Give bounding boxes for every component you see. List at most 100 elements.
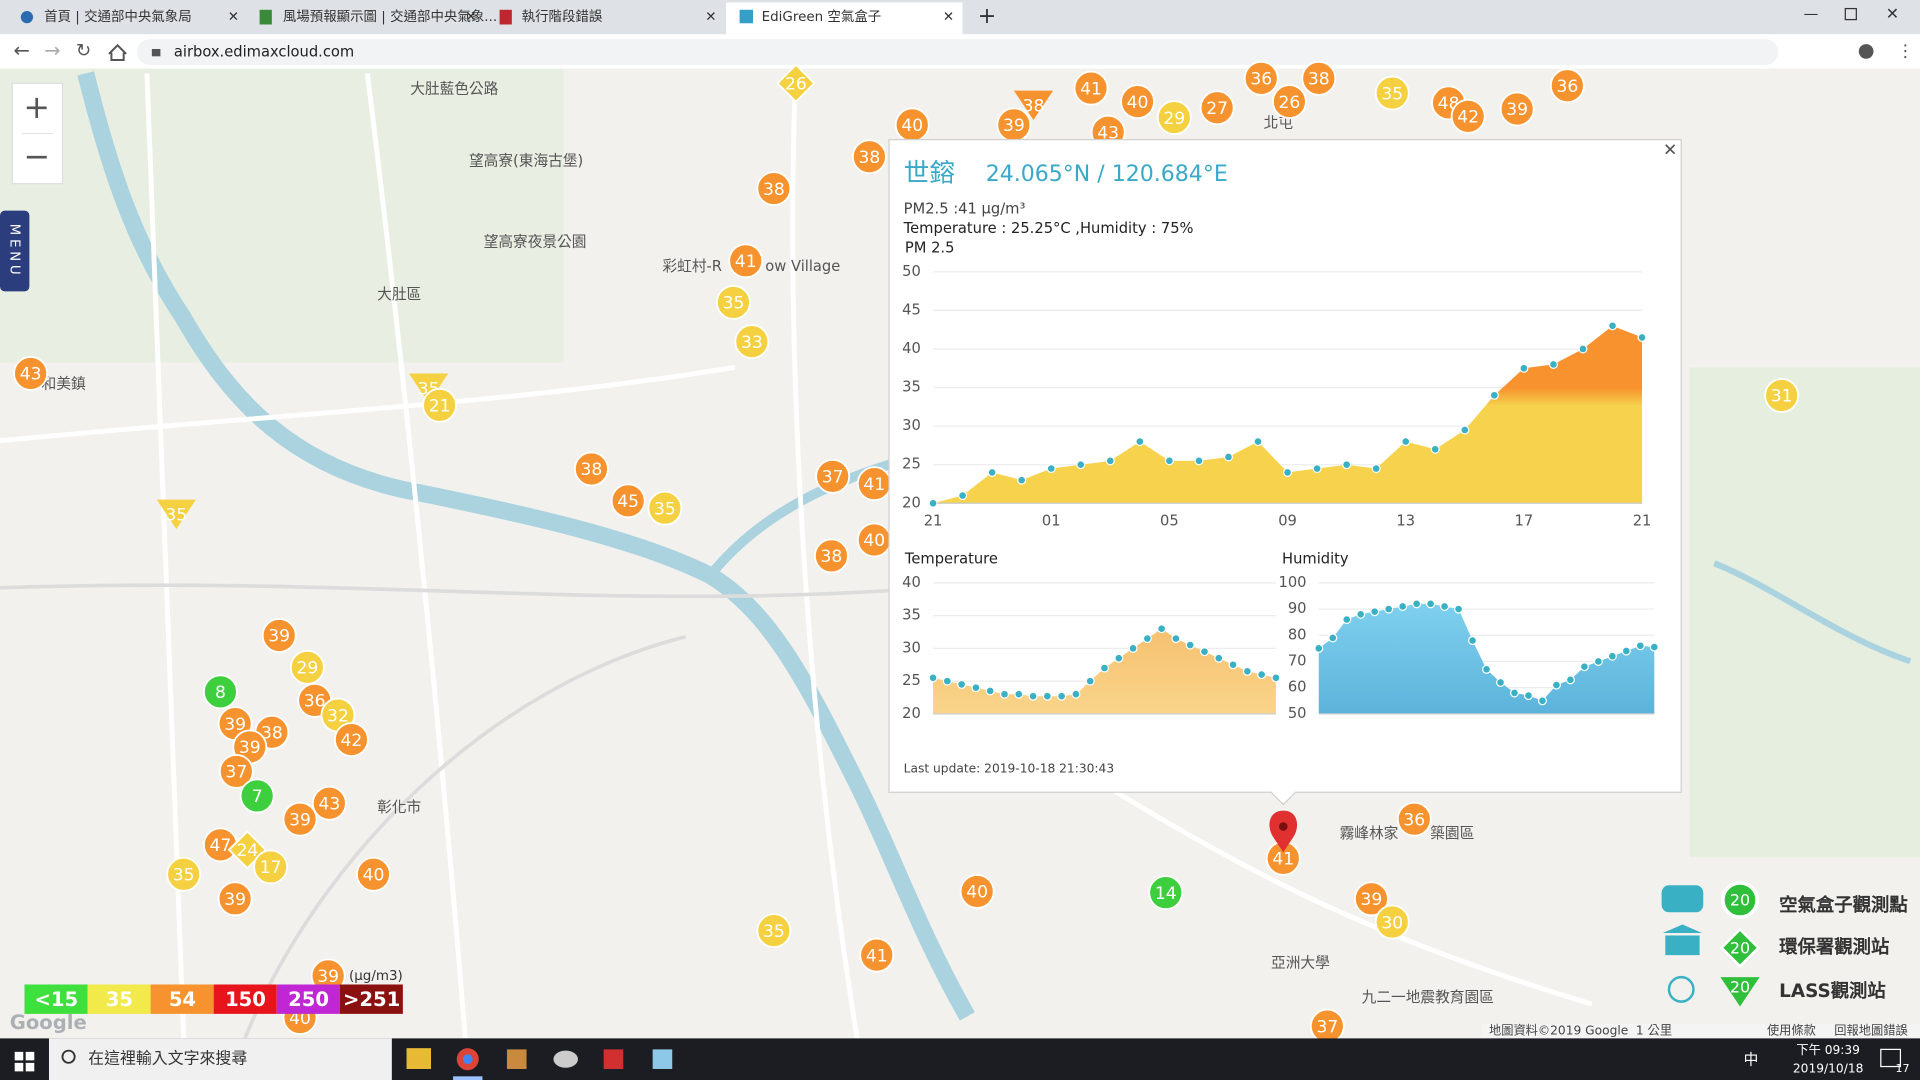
station-marker[interactable]: 29: [1156, 100, 1192, 135]
forward[interactable]: →: [44, 39, 60, 62]
station-marker[interactable]: 40: [856, 522, 892, 558]
tab-title[interactable]: 執行階段錯誤: [522, 8, 603, 25]
active-tab[interactable]: [726, 2, 963, 35]
station-marker[interactable]: 37: [1309, 1008, 1345, 1044]
station-marker[interactable]: 21: [422, 387, 458, 423]
ime-indicator[interactable]: 中: [1744, 1051, 1759, 1068]
station-marker[interactable]: 37: [815, 458, 851, 494]
selected-pin[interactable]: [1269, 810, 1298, 853]
zoom-out[interactable]: −: [23, 137, 50, 175]
station-marker[interactable]: 39: [261, 618, 297, 653]
legend-badge: 20: [1730, 978, 1750, 997]
station-marker[interactable]: 35: [156, 499, 196, 529]
station-marker[interactable]: 42: [333, 722, 369, 758]
new-tab[interactable]: +: [978, 4, 996, 29]
station-marker[interactable]: 39: [282, 801, 318, 837]
menu-button[interactable]: [0, 210, 30, 292]
station-marker[interactable]: 47: [202, 827, 238, 863]
url[interactable]: airbox.edimaxcloud.com: [174, 44, 354, 61]
station-marker[interactable]: 31: [1764, 378, 1800, 413]
tab-title[interactable]: EdiGreen 空氣盒子: [762, 8, 882, 25]
station-marker[interactable]: 8: [202, 674, 238, 710]
clock-time[interactable]: 下午 09:39: [1796, 1043, 1860, 1057]
tab-title[interactable]: 首頁 | 交通部中央氣象局: [44, 8, 192, 25]
station-marker[interactable]: 36: [1549, 68, 1585, 104]
clock-date[interactable]: 2019/10/18: [1793, 1061, 1864, 1075]
minimize[interactable]: —: [1804, 6, 1819, 23]
station-marker[interactable]: 26: [776, 63, 816, 103]
back[interactable]: ←: [13, 39, 29, 62]
station-marker[interactable]: 35: [1374, 75, 1410, 111]
station-marker[interactable]: 38: [813, 538, 849, 574]
station-marker[interactable]: 38: [1301, 60, 1337, 96]
address-bar[interactable]: [137, 39, 1778, 65]
station-marker[interactable]: 30: [1374, 904, 1410, 940]
station-marker[interactable]: 7: [239, 778, 275, 814]
station-marker[interactable]: 43: [13, 356, 49, 391]
station-marker[interactable]: 39: [217, 881, 253, 917]
station-marker[interactable]: 35: [756, 913, 792, 949]
footer-link[interactable]: 使用條款: [1767, 1023, 1816, 1038]
station-marker[interactable]: 27: [1199, 90, 1235, 126]
tab-close[interactable]: ✕: [943, 10, 954, 25]
search-placeholder[interactable]: 在這裡輸入文字來搜尋: [88, 1049, 247, 1068]
data-point: [1157, 624, 1167, 634]
station-marker[interactable]: 14: [1148, 875, 1184, 911]
station-marker[interactable]: 45: [610, 483, 646, 519]
station-marker[interactable]: 41: [859, 937, 895, 973]
marker-circle: [756, 913, 792, 949]
station-marker[interactable]: 42: [1450, 98, 1486, 134]
station-marker[interactable]: 41: [728, 243, 764, 279]
station-marker[interactable]: 37: [218, 753, 254, 789]
station-marker[interactable]: 41: [1073, 70, 1109, 106]
station-marker[interactable]: 40: [959, 873, 995, 909]
station-marker[interactable]: 40: [356, 856, 391, 892]
zoom-in[interactable]: +: [23, 88, 50, 126]
station-marker[interactable]: 38: [1013, 90, 1054, 120]
footer-link[interactable]: 回報地圖錯誤: [1834, 1023, 1907, 1038]
station-marker[interactable]: 36: [1243, 60, 1279, 96]
app-icon[interactable]: [506, 1049, 527, 1069]
station-marker[interactable]: 40: [894, 107, 930, 143]
start-button[interactable]: [14, 1051, 35, 1072]
app-icon[interactable]: [553, 1050, 578, 1068]
tab-close[interactable]: ✕: [228, 10, 239, 25]
y-tick-label: 100: [1278, 574, 1306, 591]
station-marker[interactable]: 35: [716, 285, 751, 320]
station-marker[interactable]: 38: [573, 451, 609, 487]
app-explorer[interactable]: [406, 1048, 432, 1069]
menu-dots[interactable]: ⋮: [1897, 41, 1914, 61]
station-marker[interactable]: 35: [166, 856, 202, 892]
marker-value: 38: [261, 723, 283, 743]
home[interactable]: [108, 43, 127, 61]
station-marker[interactable]: 33: [734, 324, 770, 360]
marker-value: 42: [341, 731, 363, 751]
menu-label[interactable]: MENU: [7, 224, 22, 279]
tab-title[interactable]: 風場預報顯示圖 | 交通部中央氣象...: [283, 8, 497, 25]
station-marker[interactable]: 26: [1271, 84, 1307, 120]
profile[interactable]: [1858, 44, 1874, 59]
search-box[interactable]: [48, 1038, 392, 1080]
station-marker[interactable]: 41: [1265, 840, 1301, 876]
reload[interactable]: ↻: [76, 40, 91, 61]
station-marker[interactable]: 17: [253, 849, 289, 885]
popup-close[interactable]: ✕: [1663, 141, 1677, 161]
app-icon[interactable]: [603, 1049, 624, 1069]
station-marker[interactable]: 43: [311, 785, 347, 821]
station-marker[interactable]: 35: [647, 490, 683, 526]
tab-close[interactable]: ✕: [465, 10, 476, 25]
app-icon[interactable]: [652, 1049, 673, 1069]
station-marker[interactable]: 38: [851, 139, 887, 175]
station-marker[interactable]: 38: [756, 171, 792, 207]
station-marker[interactable]: 29: [289, 649, 325, 685]
close-window[interactable]: ✕: [1886, 4, 1899, 23]
maximize[interactable]: [1844, 7, 1857, 21]
tab-close[interactable]: ✕: [705, 10, 716, 25]
station-marker[interactable]: 39: [996, 107, 1032, 143]
action-center[interactable]: [1880, 1048, 1902, 1068]
station-marker[interactable]: 39: [1353, 881, 1389, 917]
station-marker[interactable]: 40: [1120, 84, 1155, 120]
station-marker[interactable]: 36: [1396, 801, 1432, 837]
station-marker[interactable]: 39: [1499, 91, 1535, 127]
station-marker[interactable]: 41: [856, 466, 892, 502]
